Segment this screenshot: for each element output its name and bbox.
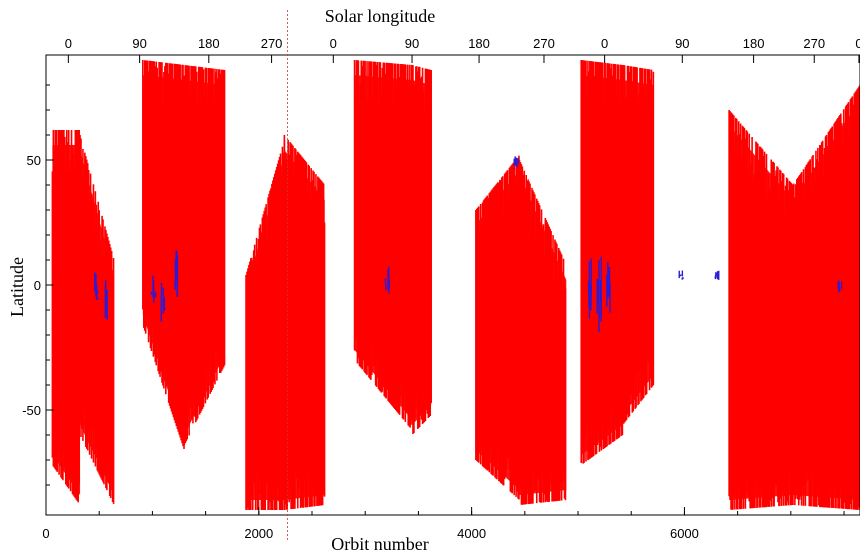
data-marks: [51, 60, 860, 510]
coverage-band-0: [51, 130, 81, 503]
coverage-band-6: [353, 60, 413, 428]
coverage-band-11: [621, 65, 655, 424]
top-tick-label: 270: [533, 36, 555, 51]
coverage-fill: [284, 150, 325, 500]
coverage-fill: [581, 75, 623, 455]
coverage-fill: [354, 75, 413, 420]
x-tick-label: 4000: [457, 526, 486, 541]
coverage-fill: [475, 170, 520, 490]
top-tick-label: 180: [198, 36, 220, 51]
top-tick-label: 270: [803, 36, 825, 51]
y-tick-label: -50: [22, 403, 41, 418]
coverage-band-3: [183, 65, 226, 445]
y-axis-title: Latitude: [7, 257, 27, 317]
coverage-fill: [52, 145, 81, 495]
coverage-band-10: [580, 60, 624, 464]
top-tick-label: 0: [855, 36, 860, 51]
top-tick-label: 180: [743, 36, 765, 51]
y-tick-label: 0: [34, 278, 41, 293]
coverage-band-4: [245, 140, 286, 510]
coverage-band-1: [79, 135, 115, 504]
x-axis-title: Orbit number: [331, 534, 428, 554]
coverage-band-7: [411, 65, 432, 434]
coverage-fill: [184, 80, 225, 435]
top-tick-label: 90: [675, 36, 689, 51]
coverage-fill: [142, 75, 185, 440]
coverage-fill: [519, 175, 567, 495]
top-tick-label: 270: [261, 36, 283, 51]
coverage-fill: [729, 125, 793, 500]
coverage-fill: [80, 150, 115, 495]
coverage-band-12: [728, 110, 794, 510]
top-tick-label: 0: [330, 36, 337, 51]
x-tick-label: 2000: [244, 526, 273, 541]
coverage-fill: [792, 100, 860, 500]
coverage-fill: [412, 80, 432, 425]
x-tick-label: 0: [42, 526, 49, 541]
axis-ticks: [45, 55, 860, 515]
x-tick-label: 6000: [670, 526, 699, 541]
top-tick-label: 90: [405, 36, 419, 51]
top-tick-label: 0: [65, 36, 72, 51]
y-tick-label: 50: [27, 153, 41, 168]
top-tick-label: 0: [601, 36, 608, 51]
coverage-band-8: [475, 155, 520, 500]
axis-tick-labels: 0 2000 4000 6000 -50 0 50 0 90 180 270 0 90 180 270 0 90…: [22, 36, 860, 541]
coverage-fill: [622, 80, 654, 415]
top-tick-label: 90: [132, 36, 146, 51]
blue-clusters: [94, 156, 843, 333]
coverage-fill: [246, 155, 285, 500]
coverage-band-5: [283, 135, 326, 510]
coverage-band-2: [142, 60, 185, 450]
coverage-band-9: [518, 160, 567, 505]
coverage-band-13: [792, 85, 860, 510]
top-tick-label: 180: [468, 36, 490, 51]
top-axis-title: Solar longitude: [325, 6, 436, 26]
